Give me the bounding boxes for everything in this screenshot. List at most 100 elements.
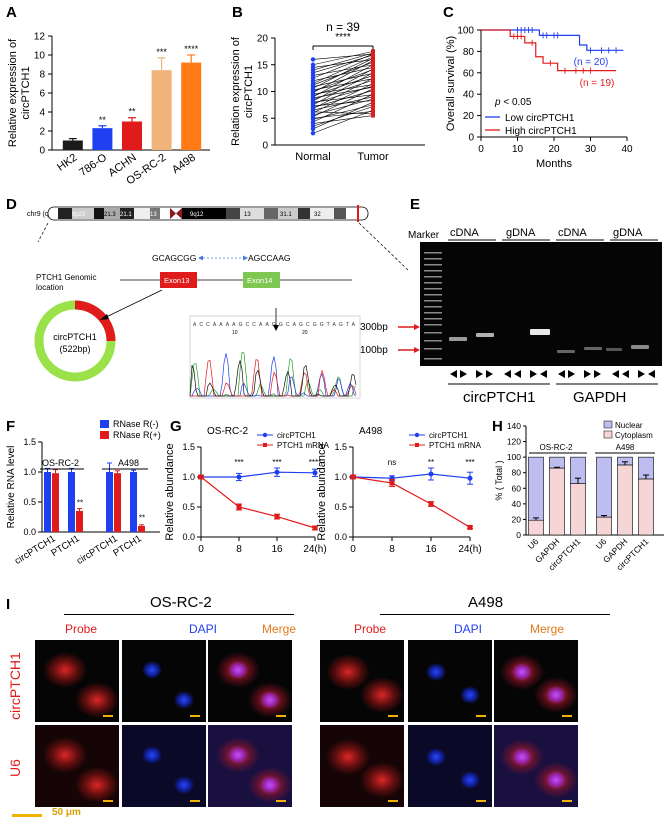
bp-markers: 300bp 100bp xyxy=(360,322,420,356)
panel-i-microscopy: OS-RC-2 A498 Probe DAPI Merge Probe DAPI… xyxy=(0,590,669,835)
y-tick-label: 80 xyxy=(512,468,522,478)
micrograph-dapi xyxy=(408,640,492,722)
triangle-icon xyxy=(540,370,547,378)
data-point xyxy=(312,525,318,531)
gel-lane-label: gDNA xyxy=(613,227,643,239)
normal-point xyxy=(310,131,316,136)
x-tick-label: 8 xyxy=(236,544,242,555)
bar xyxy=(76,511,83,532)
bar xyxy=(130,472,137,532)
col-label-merge: Merge xyxy=(262,622,297,636)
data-point xyxy=(198,474,204,480)
bar-cytoplasm xyxy=(617,464,633,536)
legend-marker xyxy=(414,432,420,438)
exon13-label: Exon13 xyxy=(164,276,189,285)
bar xyxy=(106,472,113,532)
significance-label: *** xyxy=(272,458,281,467)
data-point xyxy=(467,524,473,530)
x-tick-label: 24(h) xyxy=(458,544,481,555)
y-tick-label: 10 xyxy=(257,87,269,98)
seq-pos-20: 20 xyxy=(302,330,308,336)
significance-label: ** xyxy=(77,498,83,507)
series-line xyxy=(200,476,316,529)
y-tick-label: 60 xyxy=(512,483,522,493)
genomic-label-2: location xyxy=(36,283,64,292)
y-axis-label: Relative RNA level xyxy=(6,446,17,529)
y-tick-label: 1.5 xyxy=(334,442,347,452)
pair-line xyxy=(312,79,374,100)
y-tick-label: 0.5 xyxy=(182,502,195,512)
significance-label: ** xyxy=(99,115,107,125)
y-tick-label: 140 xyxy=(507,421,521,431)
bar-nuclear xyxy=(638,456,654,480)
ladder-band xyxy=(424,306,442,308)
significance-label: ** xyxy=(139,513,145,522)
legend-marker xyxy=(262,432,268,438)
primer-orientation-icons xyxy=(450,370,655,378)
panel-e-gel: Marker cDNA gDNA cDNA gDNA 300bp circPTC… xyxy=(408,227,662,406)
panel-label-i: I xyxy=(6,596,11,613)
series-line xyxy=(352,473,471,479)
y-tick-label: 2 xyxy=(39,127,45,138)
y-tick-label: 1.5 xyxy=(23,437,36,447)
tumor-point xyxy=(371,88,375,93)
triangle-icon xyxy=(476,370,483,378)
significance-label: **** xyxy=(184,44,199,54)
ladder-band xyxy=(424,312,442,314)
tumor-point xyxy=(371,52,375,57)
y-tick-label: 100 xyxy=(457,26,474,37)
x-tick-label: 24(h) xyxy=(303,544,326,555)
significance-label: *** xyxy=(465,458,474,467)
pair-line xyxy=(312,94,374,103)
pair-line xyxy=(312,59,374,68)
bar-cytoplasm xyxy=(638,478,654,536)
sanger-chromatogram: ACCAAAAGCCAAGGCAGCGGTAGTA 10 20 xyxy=(189,308,361,399)
tumor-point xyxy=(371,109,375,114)
bar xyxy=(181,62,202,150)
bar xyxy=(92,128,113,150)
data-point xyxy=(350,474,356,480)
x-tick-label: 30 xyxy=(585,144,597,155)
exon14-box xyxy=(243,272,280,288)
scale-bar xyxy=(562,800,572,802)
x-tick-label: 16 xyxy=(425,544,437,555)
panel-label-b: B xyxy=(232,4,243,21)
y-tick-label: 1.0 xyxy=(334,472,347,482)
scale-bar xyxy=(190,800,200,802)
y-tick-label: 0 xyxy=(262,141,268,152)
band-label: 9p23 xyxy=(72,212,86,218)
pair-line xyxy=(312,64,374,76)
bp100-text: 100bp xyxy=(360,345,388,356)
scale-bar xyxy=(562,715,572,717)
legend-label: RNase R(+) xyxy=(113,430,161,440)
group-label: OS-RC-2 xyxy=(540,443,573,452)
triangle-icon xyxy=(568,370,575,378)
legend-label: circPTCH1 xyxy=(429,431,468,440)
pair-line xyxy=(312,106,374,127)
data-point xyxy=(312,470,318,476)
significance-label: ns xyxy=(388,458,396,467)
tumor-point xyxy=(371,92,375,97)
y-axis-label: Overall survival (%) xyxy=(445,36,457,131)
significance-label: ** xyxy=(428,458,434,467)
legend-marker xyxy=(263,443,267,447)
pair-line xyxy=(312,72,374,106)
chart-title: OS-RC-2 xyxy=(207,426,249,437)
tumor-point xyxy=(371,73,375,78)
gel-lane-label: cDNA xyxy=(558,227,587,239)
col-label-dapi: DAPI xyxy=(454,622,483,636)
scale-bar xyxy=(276,800,286,802)
tumor-point xyxy=(371,98,375,103)
x-tick-label: A498 xyxy=(170,152,198,177)
x-tick-label: Tumor xyxy=(357,151,389,163)
data-point xyxy=(389,480,395,486)
chart-title: A498 xyxy=(359,426,383,437)
y-tick-label: 15 xyxy=(257,60,269,71)
bar xyxy=(138,526,145,532)
y-tick-label: 1.0 xyxy=(182,472,195,482)
genomic-label-1: PTCH1 Genomic xyxy=(36,273,96,282)
legend-marker xyxy=(415,443,419,447)
y-tick-label: 10 xyxy=(34,51,46,62)
chart-g: 0.0 0.5 1.0 1.5 0 8 16 24(h) Relative abundance O… xyxy=(165,426,482,555)
pair-line xyxy=(312,110,374,119)
